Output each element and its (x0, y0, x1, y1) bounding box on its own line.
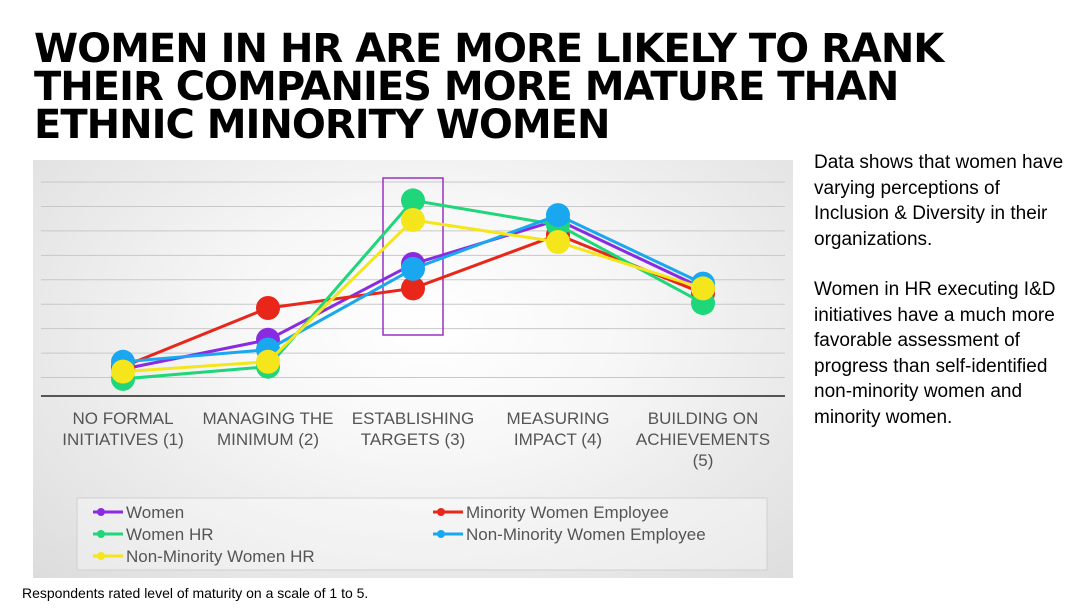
sidebar-text: Data shows that women have varying perce… (814, 150, 1064, 455)
chart-panel: NO FORMAL INITIATIVES (1) MANAGING THE MINI… (33, 160, 793, 578)
category-label: MEASURING (507, 409, 610, 428)
category-label: MINIMUM (2) (217, 430, 319, 449)
data-point (546, 203, 570, 228)
category-label: NO FORMAL (72, 409, 173, 428)
legend-box (76, 497, 768, 571)
title-line-2: THEIR COMPANIES MORE MATURE THAN (34, 64, 899, 110)
data-point (401, 276, 425, 301)
series-non-minority-women-employee (111, 203, 715, 374)
sidebar-paragraph-1: Data shows that women have varying perce… (814, 152, 1064, 250)
legend-label: Women HR (126, 525, 214, 544)
category-label: MANAGING THE (203, 409, 334, 428)
category-label: INITIATIVES (1) (62, 430, 184, 449)
legend-marker (97, 508, 105, 516)
footnote: Respondents rated level of maturity on a… (22, 585, 369, 601)
data-point (401, 188, 425, 213)
category-label: ACHIEVEMENTS (636, 430, 770, 449)
category-label: BUILDING ON (648, 409, 759, 428)
legend-label: Non-Minority Women Employee (466, 525, 706, 544)
sidebar-paragraph-2: Women in HR executing I&D initiatives ha… (814, 279, 1056, 428)
legend-item: Non-Minority Women HR (93, 547, 315, 566)
title-line-3: ETHNIC MINORITY WOMEN (34, 102, 610, 148)
category-label: ESTABLISHING (352, 409, 475, 428)
data-point (401, 208, 425, 232)
series-layer (111, 188, 715, 391)
legend-item: Women (93, 503, 184, 522)
series-non-minority-women-hr (111, 208, 715, 384)
legend-marker (437, 530, 445, 538)
line-chart: NO FORMAL INITIATIVES (1) MANAGING THE MINI… (41, 177, 785, 571)
category-label: (5) (693, 451, 714, 470)
data-point (256, 349, 280, 374)
legend-label: Non-Minority Women HR (126, 547, 315, 566)
legend-label: Women (126, 503, 184, 522)
data-point (691, 276, 715, 301)
title-line-1: WOMEN IN HR ARE MORE LIKELY TO RANK (34, 26, 944, 72)
category-label: IMPACT (4) (514, 430, 602, 449)
data-point (401, 256, 425, 281)
category-label: TARGETS (3) (361, 430, 466, 449)
data-point (546, 230, 570, 254)
legend-item: Women HR (93, 525, 214, 544)
legend-marker (97, 552, 105, 560)
legend: Women Minority Women Employee Women HR Non-… (76, 497, 768, 571)
data-point (256, 296, 280, 320)
legend-item: Minority Women Employee (433, 503, 669, 522)
legend-item: Non-Minority Women Employee (433, 525, 706, 544)
category-labels: NO FORMAL INITIATIVES (1) MANAGING THE MINI… (62, 409, 770, 470)
data-point (111, 359, 135, 384)
legend-label: Minority Women Employee (466, 503, 669, 522)
page-title: WOMEN IN HR ARE MORE LIKELY TO RANK THEI… (34, 26, 1034, 148)
legend-marker (97, 530, 105, 538)
legend-marker (437, 508, 445, 516)
